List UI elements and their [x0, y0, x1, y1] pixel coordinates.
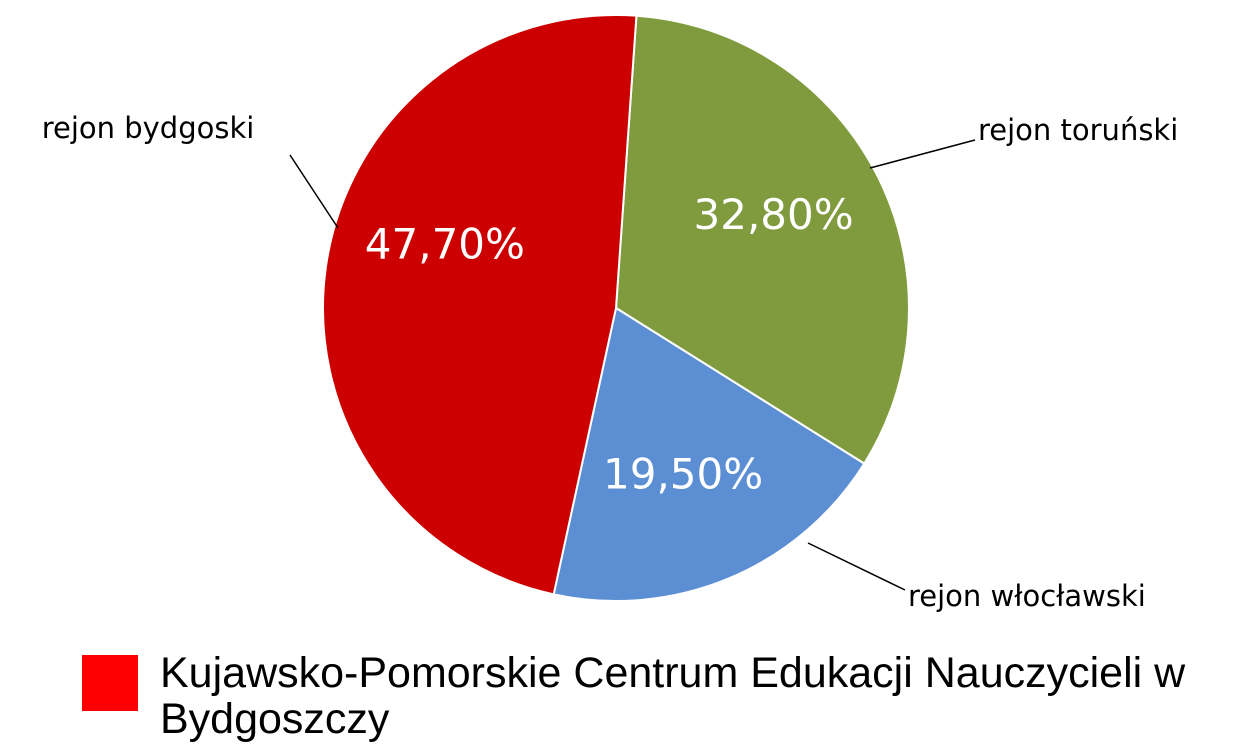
legend-label: Kujawsko-Pomorskie Centrum Edukacji Nauc…	[160, 649, 1186, 743]
category-label: rejon bydgoski	[42, 111, 255, 145]
legend-swatch	[82, 655, 138, 711]
leader-line	[289, 154, 339, 229]
value-label: 19,50%	[603, 449, 763, 498]
category-label: rejon włocławski	[908, 579, 1146, 613]
category-label: rejon toruński	[978, 113, 1178, 147]
leader-line	[807, 542, 906, 591]
pie-slice	[322, 14, 638, 596]
pie-slice	[552, 306, 866, 602]
pie-slice	[614, 14, 910, 465]
leader-line	[869, 139, 976, 169]
value-label: 32,80%	[694, 190, 854, 239]
value-label: 47,70%	[365, 220, 525, 269]
